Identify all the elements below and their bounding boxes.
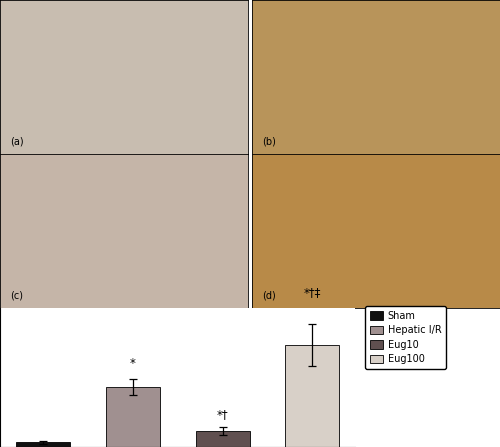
Bar	[16, 443, 70, 447]
Bar	[286, 345, 340, 447]
Text: (a): (a)	[10, 136, 24, 147]
Bar	[106, 387, 160, 447]
Bar	[196, 431, 250, 447]
Text: (c): (c)	[10, 291, 23, 300]
Text: (d): (d)	[262, 291, 276, 300]
Legend: Sham, Hepatic I/R, Eug10, Eug100: Sham, Hepatic I/R, Eug10, Eug100	[365, 306, 446, 369]
Text: (b): (b)	[262, 136, 276, 147]
Text: *†‡: *†‡	[304, 286, 321, 299]
Text: *: *	[130, 357, 136, 370]
Text: *†: *†	[217, 408, 228, 421]
